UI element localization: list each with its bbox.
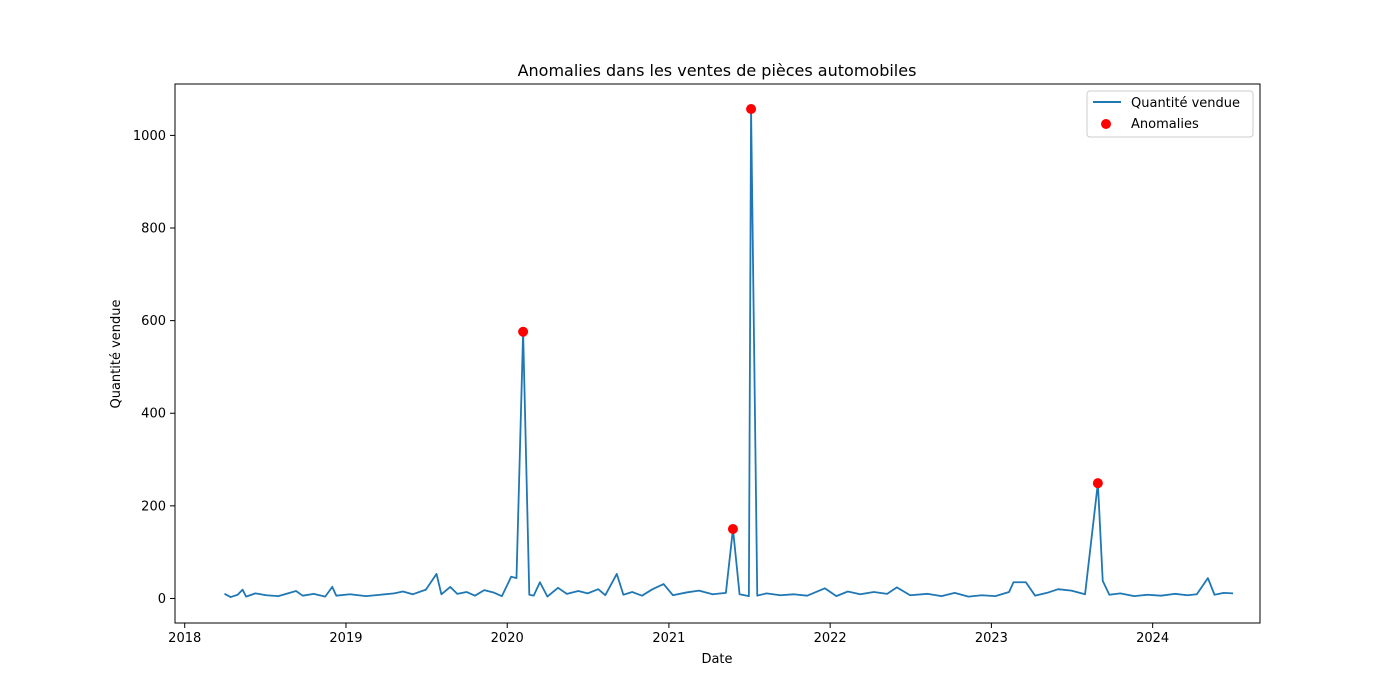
series-line-quantite-vendue: [224, 108, 1234, 598]
x-axis-label: Date: [701, 652, 732, 667]
x-tick-label-2021: 2021: [652, 631, 685, 646]
x-tick-label-2022: 2022: [814, 631, 847, 646]
anomaly-point-3: [746, 104, 757, 115]
legend-scatter-swatch: [1101, 119, 1111, 129]
legend-label-anomalies: Anomalies: [1131, 117, 1199, 132]
anomaly-point-1: [518, 326, 529, 337]
x-tick-label-2024: 2024: [1136, 631, 1169, 646]
legend: Quantité vendue Anomalies: [1086, 90, 1254, 138]
y-tick-label-1000: 1000: [133, 129, 166, 144]
x-tick-label-2018: 2018: [168, 631, 201, 646]
x-axis-ticks: 2018 2019 2020 2021 2022 2023 2024: [168, 623, 1169, 646]
y-axis-label: Quantité vendue: [109, 299, 124, 408]
anomaly-point-4: [1092, 478, 1103, 489]
anomaly-point-2: [727, 524, 738, 534]
y-tick-label-200: 200: [141, 499, 166, 514]
axes-frame: [174, 83, 1261, 624]
x-tick-label-2023: 2023: [975, 631, 1008, 646]
axes-background: [175, 84, 1260, 623]
y-tick-label-400: 400: [141, 407, 166, 422]
y-tick-label-600: 600: [141, 314, 166, 329]
x-tick-label-2020: 2020: [491, 631, 524, 646]
y-axis-ticks: 0 200 400 600 800 1000: [133, 129, 175, 607]
y-tick-label-800: 800: [141, 222, 166, 237]
legend-label-quantite: Quantité vendue: [1131, 96, 1240, 111]
legend-frame: [1086, 90, 1254, 138]
plot-area: [174, 83, 1261, 624]
series-layer: [224, 104, 1234, 598]
chart-title: Anomalies dans les ventes de pièces auto…: [518, 61, 917, 80]
x-tick-label-2019: 2019: [329, 631, 362, 646]
y-tick-label-0: 0: [158, 592, 166, 607]
